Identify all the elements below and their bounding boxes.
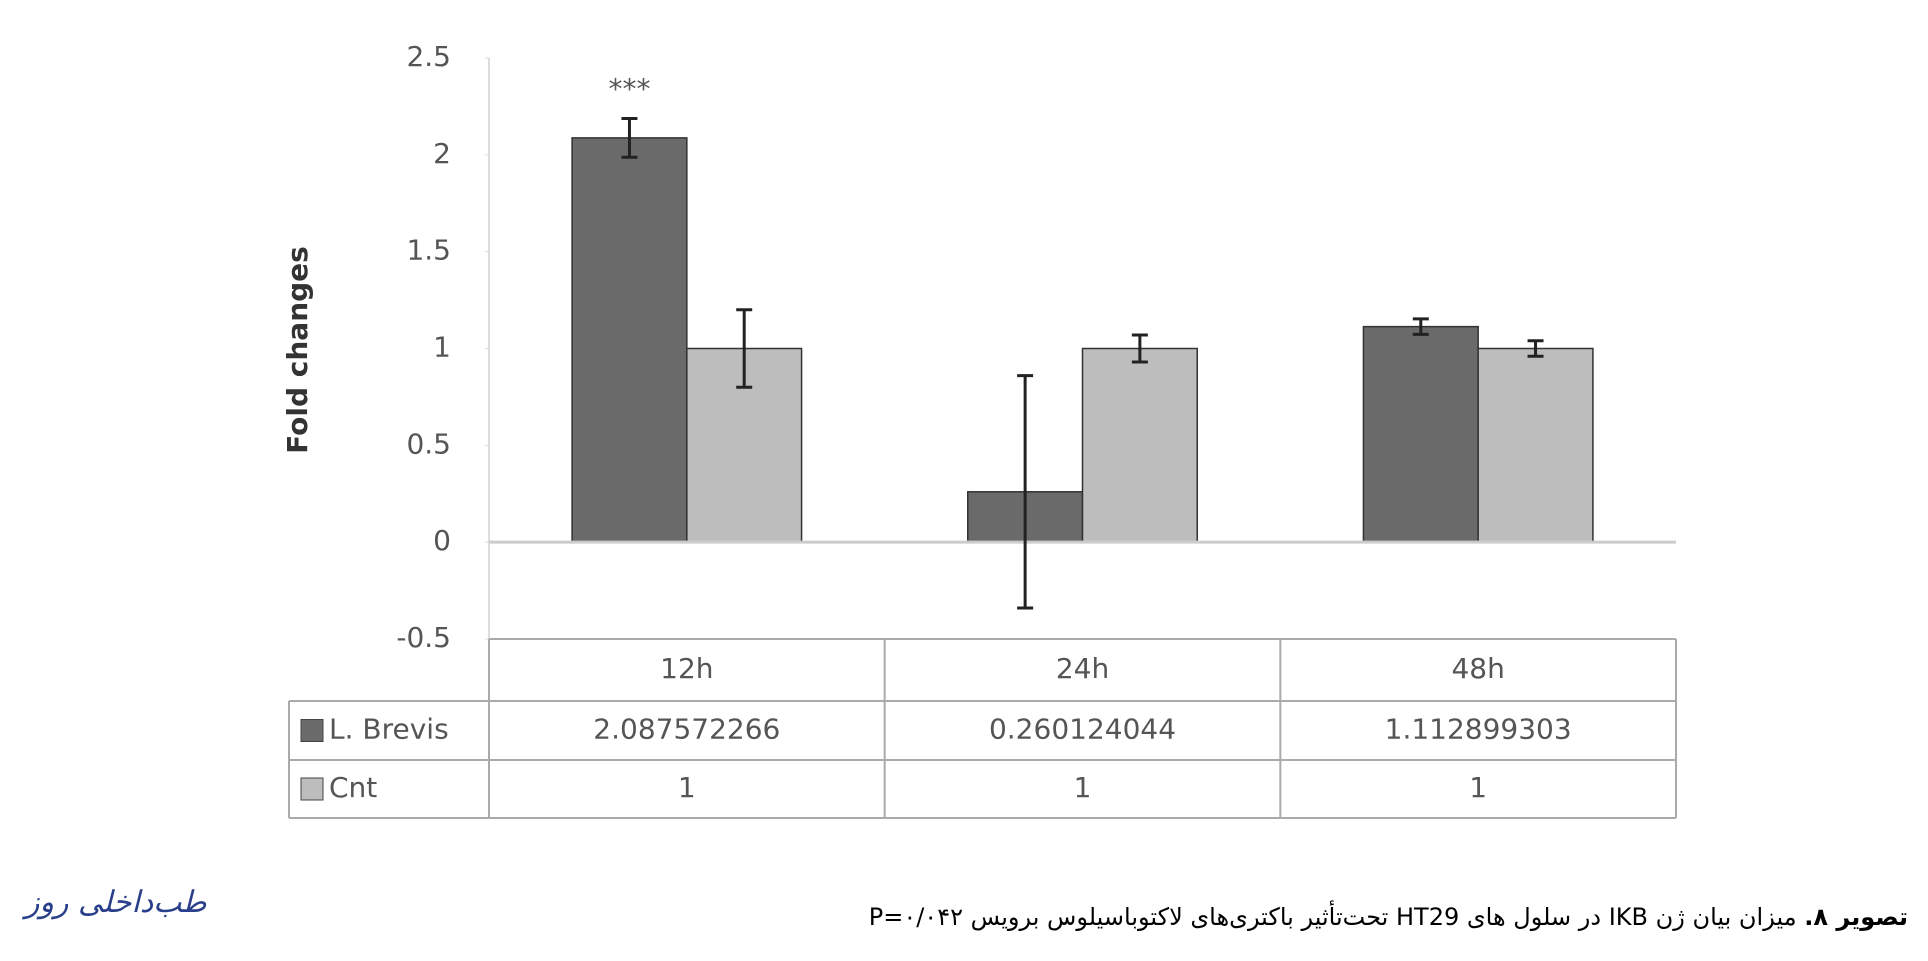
legend-label: Cnt bbox=[329, 771, 377, 804]
bar bbox=[571, 137, 688, 543]
legend-label: L. Brevis bbox=[329, 713, 449, 746]
y-tick-label: -0.5 bbox=[396, 621, 451, 654]
x-tick-label: 12h bbox=[660, 652, 713, 685]
error-bar bbox=[1527, 339, 1544, 358]
error-bar bbox=[621, 117, 638, 159]
y-tick-label: 0.5 bbox=[406, 427, 451, 460]
table-value: 2.087572266 bbox=[593, 713, 780, 746]
table-value: 0.260124044 bbox=[989, 713, 1176, 746]
y-tick-label: 1.5 bbox=[406, 234, 451, 267]
error-bar bbox=[1017, 374, 1034, 610]
error-bar bbox=[736, 308, 753, 389]
x-tick-label: 24h bbox=[1056, 652, 1109, 685]
table-value: 1 bbox=[678, 771, 696, 804]
table-value: 1 bbox=[1469, 771, 1487, 804]
table-value: 1.112899303 bbox=[1385, 713, 1572, 746]
chart: Fold changes -0.5 0 0.5 1 1.5 2 2.5 12h 24h 48h L.… bbox=[281, 40, 1677, 819]
legend-swatch bbox=[300, 719, 324, 742]
bar bbox=[1362, 325, 1479, 543]
y-tick-label: 2 bbox=[433, 137, 451, 170]
table-value: 1 bbox=[1074, 771, 1092, 804]
y-tick-label: 0 bbox=[433, 524, 451, 557]
bar bbox=[1081, 347, 1198, 543]
y-axis-label: Fold changes bbox=[281, 246, 314, 454]
x-tick-label: 48h bbox=[1451, 652, 1504, 685]
annotation: *** bbox=[608, 73, 650, 106]
y-tick-label: 2.5 bbox=[406, 40, 451, 73]
error-bar bbox=[1131, 333, 1148, 364]
bar bbox=[1477, 347, 1594, 543]
caption-label: تصویر ۸. bbox=[1804, 903, 1908, 931]
caption-text: میزان بیان ژن IKB در سلول های HT29 تحت‌ت… bbox=[868, 903, 1797, 931]
caption: تصویر ۸. میزان بیان ژن IKB در سلول های H… bbox=[869, 903, 1908, 931]
logo: طب‌داخلی روز bbox=[25, 885, 207, 920]
error-bar bbox=[1412, 317, 1429, 336]
legend-swatch bbox=[300, 777, 324, 801]
y-tick-label: 1 bbox=[433, 331, 451, 364]
